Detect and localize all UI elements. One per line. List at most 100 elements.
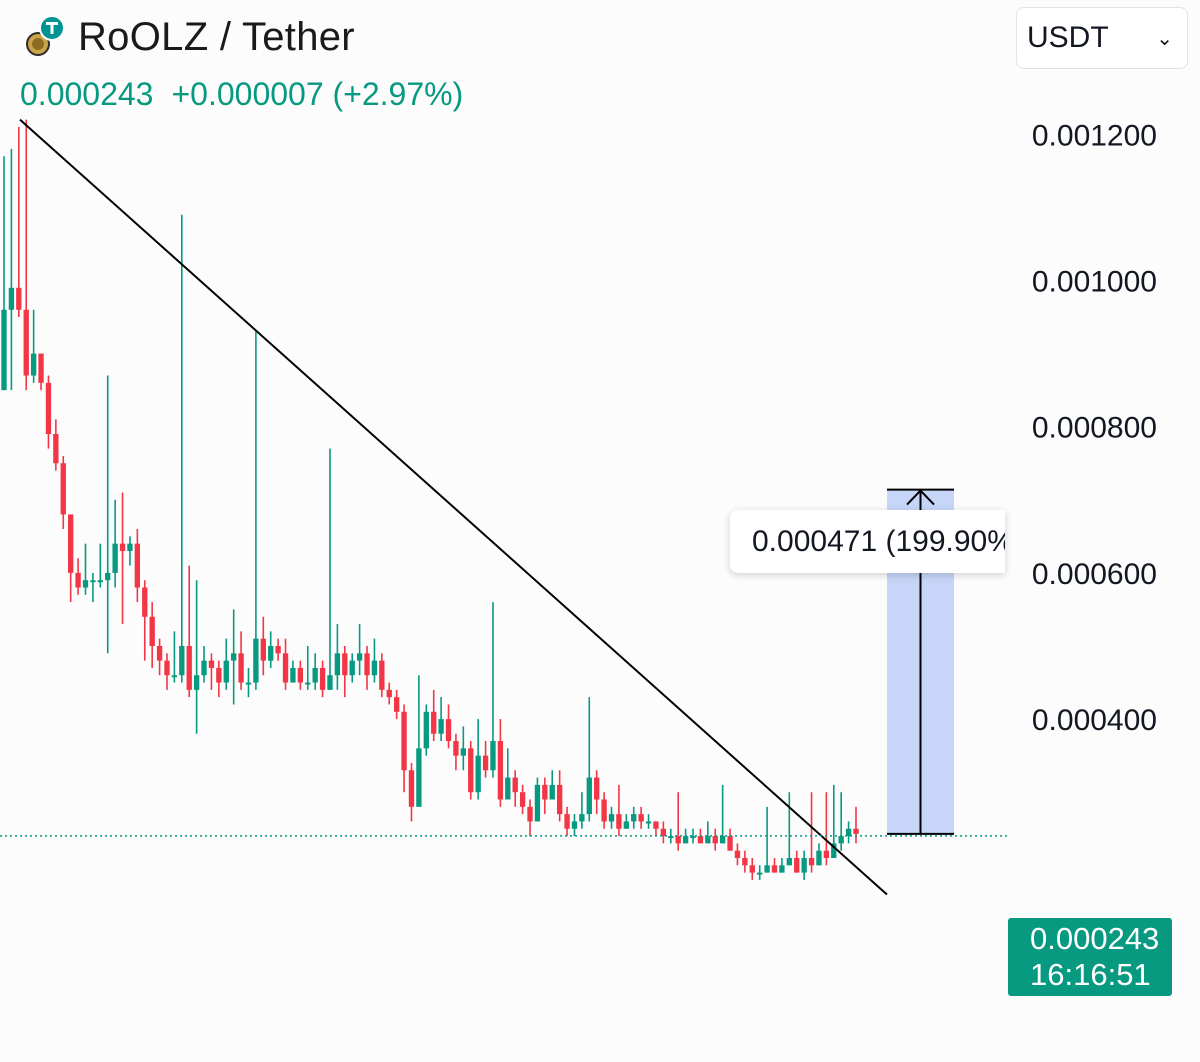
candle[interactable] — [638, 806, 644, 829]
candle[interactable] — [519, 784, 526, 815]
candle[interactable] — [497, 719, 504, 807]
candle[interactable] — [186, 565, 192, 698]
candle[interactable] — [771, 857, 778, 873]
candle[interactable] — [179, 214, 185, 683]
candle[interactable] — [386, 682, 392, 705]
candle[interactable] — [305, 646, 311, 690]
candle[interactable] — [268, 631, 274, 668]
candle[interactable] — [823, 792, 830, 866]
candle[interactable] — [675, 792, 681, 851]
candle[interactable] — [734, 843, 741, 866]
candle[interactable] — [505, 748, 511, 800]
candle[interactable] — [53, 419, 59, 471]
currency-select[interactable]: USDT ⌄ — [1016, 7, 1188, 69]
candle[interactable] — [119, 492, 126, 625]
candle[interactable] — [223, 638, 229, 690]
candle[interactable] — [416, 675, 422, 807]
candle[interactable] — [549, 770, 555, 800]
candle[interactable] — [142, 580, 148, 661]
candle[interactable] — [16, 126, 22, 318]
candle[interactable] — [645, 814, 652, 829]
candle[interactable] — [112, 499, 118, 588]
candle[interactable] — [97, 543, 103, 588]
candle[interactable] — [23, 119, 29, 391]
candle[interactable] — [423, 704, 429, 756]
candle[interactable] — [356, 624, 363, 676]
candle[interactable] — [75, 558, 81, 595]
candle[interactable] — [727, 828, 733, 851]
candle[interactable] — [764, 806, 770, 873]
candle[interactable] — [808, 792, 815, 873]
candle[interactable] — [801, 850, 807, 880]
candle[interactable] — [371, 638, 378, 683]
candle[interactable] — [127, 536, 133, 566]
candle[interactable] — [60, 455, 66, 530]
candle[interactable] — [393, 689, 400, 720]
candle[interactable] — [749, 857, 755, 880]
candle[interactable] — [312, 653, 318, 690]
candle[interactable] — [468, 741, 474, 800]
candle[interactable] — [794, 850, 800, 873]
candle[interactable] — [156, 638, 163, 676]
candle[interactable] — [838, 792, 844, 851]
candle[interactable] — [379, 653, 385, 698]
candle[interactable] — [542, 777, 548, 815]
candle[interactable] — [594, 770, 600, 815]
candle[interactable] — [171, 631, 178, 683]
candle[interactable] — [290, 660, 296, 683]
candle[interactable] — [571, 814, 578, 837]
candle[interactable] — [364, 646, 370, 690]
candle[interactable] — [534, 777, 541, 822]
candle[interactable] — [779, 857, 785, 873]
candle[interactable] — [68, 514, 74, 603]
candle[interactable] — [216, 660, 222, 698]
candle[interactable] — [816, 843, 822, 866]
candle[interactable] — [445, 704, 452, 749]
candle[interactable] — [690, 828, 696, 844]
candle[interactable] — [238, 631, 244, 690]
candle[interactable] — [82, 543, 89, 595]
candle[interactable] — [1, 156, 7, 391]
candle[interactable] — [460, 726, 467, 771]
candle[interactable] — [564, 806, 570, 837]
candle[interactable] — [482, 741, 489, 778]
candle[interactable] — [45, 375, 52, 449]
candle[interactable] — [8, 148, 15, 391]
candle[interactable] — [623, 814, 629, 829]
candle[interactable] — [201, 646, 207, 683]
candle[interactable] — [401, 704, 407, 793]
candle[interactable] — [30, 309, 37, 383]
candle[interactable] — [349, 653, 355, 683]
candle[interactable] — [845, 821, 852, 844]
candle[interactable] — [660, 821, 667, 844]
candle[interactable] — [134, 529, 141, 603]
candle[interactable] — [527, 799, 533, 837]
candle[interactable] — [556, 770, 563, 822]
candle[interactable] — [90, 572, 96, 603]
candle[interactable] — [705, 821, 711, 844]
candle[interactable] — [231, 609, 237, 705]
candle[interactable] — [297, 660, 304, 690]
price-axis[interactable]: 0.001400 0.001200 0.001000 0.000800 0.000600… — [1032, 0, 1157, 737]
candle[interactable] — [719, 784, 726, 844]
candle[interactable] — [253, 331, 259, 690]
candle[interactable] — [653, 821, 659, 837]
candle[interactable] — [601, 792, 607, 829]
candle[interactable] — [475, 719, 481, 800]
candle[interactable] — [327, 448, 333, 690]
candle[interactable] — [579, 792, 585, 829]
candle[interactable] — [453, 733, 459, 771]
candle[interactable] — [586, 697, 592, 822]
candle[interactable] — [786, 792, 792, 866]
candle[interactable] — [275, 638, 281, 661]
candle[interactable] — [490, 602, 496, 778]
candle[interactable] — [342, 646, 348, 698]
trendline[interactable] — [19, 118, 888, 896]
candle[interactable] — [319, 660, 326, 698]
candle[interactable] — [260, 616, 266, 676]
candle[interactable] — [105, 375, 111, 654]
candle[interactable] — [408, 762, 415, 822]
candle[interactable] — [712, 828, 718, 851]
candle[interactable] — [853, 806, 859, 844]
